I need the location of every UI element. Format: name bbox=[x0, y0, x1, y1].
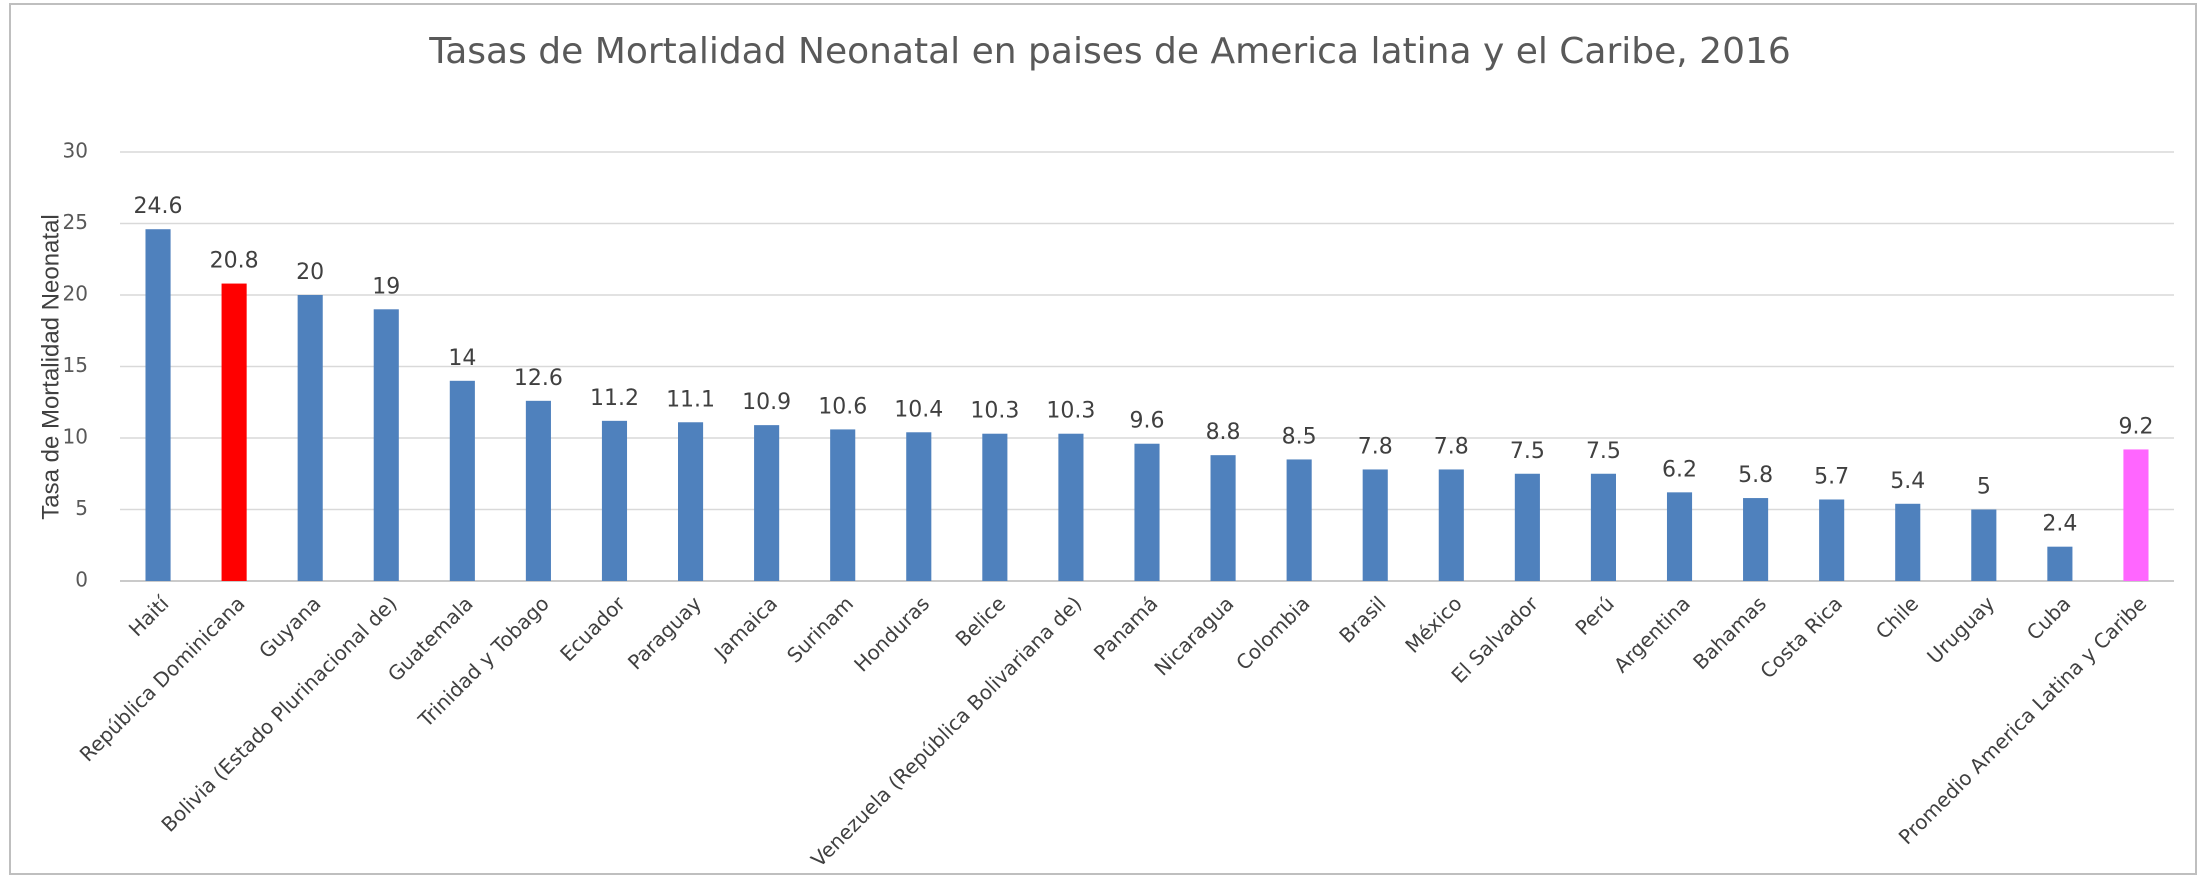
bar bbox=[145, 229, 171, 581]
data-label: 10.3 bbox=[1046, 399, 1095, 424]
bar bbox=[449, 380, 475, 581]
data-label: 5 bbox=[1977, 475, 1991, 500]
bar bbox=[1971, 509, 1997, 581]
y-tick-label: 15 bbox=[63, 353, 88, 377]
bar bbox=[1058, 433, 1084, 581]
data-label: 7.8 bbox=[1358, 434, 1393, 459]
y-tick-label: 20 bbox=[63, 282, 88, 306]
data-label: 11.2 bbox=[590, 386, 639, 411]
data-label: 9.2 bbox=[2118, 414, 2153, 439]
data-label: 5.4 bbox=[1890, 469, 1925, 494]
bar bbox=[221, 283, 247, 581]
bar bbox=[906, 432, 932, 581]
data-label: 10.3 bbox=[970, 399, 1019, 424]
data-label: 6.2 bbox=[1662, 457, 1697, 482]
data-label: 5.7 bbox=[1814, 464, 1849, 489]
data-label: 9.6 bbox=[1130, 409, 1165, 434]
data-label: 8.5 bbox=[1282, 424, 1317, 449]
bar bbox=[601, 420, 628, 581]
bar bbox=[1134, 443, 1160, 581]
data-label: 19 bbox=[372, 274, 400, 299]
bar bbox=[982, 433, 1008, 581]
chart-title: Tasas de Mortalidad Neonatal en paises d… bbox=[428, 31, 1791, 72]
bar bbox=[1362, 469, 1388, 581]
data-label: 10.9 bbox=[742, 390, 791, 415]
data-label: 5.8 bbox=[1738, 463, 1773, 488]
bar bbox=[1819, 499, 1845, 581]
bar bbox=[830, 429, 856, 581]
data-label: 7.5 bbox=[1510, 439, 1545, 464]
y-tick-label: 10 bbox=[63, 425, 88, 449]
data-label: 24.6 bbox=[134, 194, 183, 219]
bar bbox=[1210, 455, 1236, 581]
data-label: 10.6 bbox=[818, 394, 867, 419]
y-tick-label: 5 bbox=[75, 496, 88, 520]
bar bbox=[1666, 492, 1693, 581]
bar bbox=[754, 425, 780, 581]
data-label: 7.5 bbox=[1586, 439, 1621, 464]
data-label: 20.8 bbox=[210, 249, 259, 274]
bar bbox=[1895, 503, 1921, 581]
data-label: 2.4 bbox=[2042, 512, 2077, 537]
bar bbox=[1514, 473, 1540, 581]
bar bbox=[2123, 449, 2149, 581]
data-label: 12.6 bbox=[514, 366, 563, 391]
bar bbox=[525, 400, 551, 581]
data-label: 10.4 bbox=[894, 397, 943, 422]
bar bbox=[297, 295, 323, 581]
bar bbox=[373, 309, 399, 581]
data-label: 8.8 bbox=[1206, 420, 1241, 445]
bar bbox=[2047, 546, 2073, 581]
data-label: 20 bbox=[296, 260, 324, 285]
y-axis-label: Tasa de Mortalidad Neonatal bbox=[37, 214, 64, 520]
y-tick-label: 30 bbox=[63, 139, 88, 163]
bar bbox=[1743, 498, 1769, 581]
bar bbox=[1590, 473, 1616, 581]
bar bbox=[1286, 459, 1312, 581]
chart-frame bbox=[9, 3, 2197, 875]
data-label: 11.1 bbox=[666, 387, 715, 412]
data-label: 14 bbox=[448, 346, 476, 371]
y-tick-label: 25 bbox=[63, 210, 88, 234]
data-label: 7.8 bbox=[1434, 434, 1469, 459]
bar bbox=[678, 422, 704, 581]
y-tick-label: 0 bbox=[75, 568, 88, 592]
bar bbox=[1438, 469, 1464, 581]
